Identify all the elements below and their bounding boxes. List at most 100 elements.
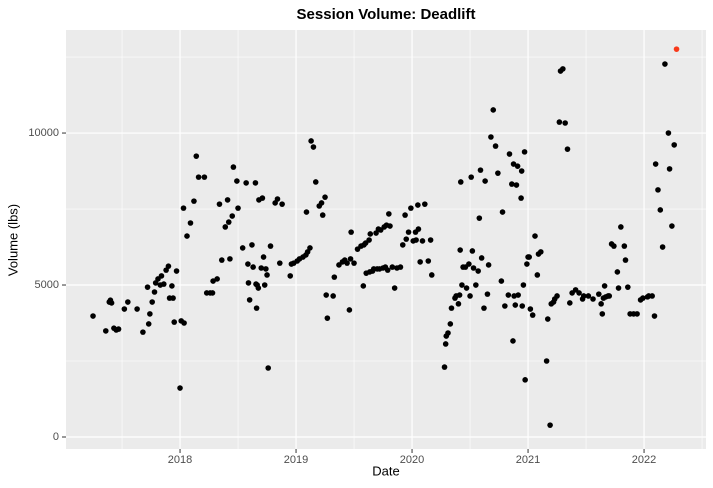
data-point [170,295,176,301]
data-point [515,292,521,298]
data-point [651,313,658,319]
data-point [265,365,271,371]
data-point [625,284,631,290]
data-point [485,262,492,268]
data-point [259,195,266,201]
data-point [599,311,606,317]
data-point [502,303,508,309]
chart-title: Session Volume: Deadlift [297,6,476,23]
data-point [402,212,408,218]
data-point [478,255,485,261]
data-point [611,243,617,249]
data-point [366,237,372,243]
data-point [391,285,398,291]
data-point [360,283,367,289]
x-tick-label: 2020 [400,454,424,466]
data-point [229,213,236,219]
data-point [318,200,325,206]
data-point [547,422,553,428]
data-point [267,243,274,249]
data-point [492,143,499,149]
data-point [145,321,152,327]
data-point [673,46,680,52]
data-point [165,263,172,269]
data-point [322,194,328,200]
data-point [560,66,566,72]
data-point [323,292,329,298]
data-point [457,247,463,253]
data-point [510,338,516,344]
plot-panel [66,30,706,449]
data-point [468,174,475,180]
data-point [564,146,571,152]
data-point [606,293,613,299]
data-point [521,149,528,155]
data-point [484,291,491,297]
data-point [245,280,252,286]
data-point [514,163,521,169]
data-point [413,237,419,243]
data-point [324,315,331,321]
data-point [140,329,146,335]
data-point [184,233,190,239]
data-point [177,385,183,391]
data-point [671,142,678,148]
data-point [427,237,434,243]
data-point [669,223,675,229]
data-point [216,201,223,207]
data-point [519,303,526,309]
data-point [649,293,655,299]
data-point [513,182,520,188]
data-point [276,260,283,266]
data-point [482,178,488,184]
data-point [526,254,533,260]
data-point [397,264,404,270]
data-point [445,330,451,336]
data-point [209,290,216,296]
data-point [274,196,281,202]
x-tick-label: 2021 [516,454,540,466]
data-point [466,261,472,267]
data-point [441,364,448,370]
data-point [250,264,256,270]
data-point [149,299,155,305]
data-point [534,272,541,278]
data-point [227,256,233,262]
data-point [180,205,187,211]
data-point [475,268,481,274]
data-point [144,284,151,290]
data-point [399,242,406,248]
data-point [312,179,319,185]
data-point [169,283,175,289]
data-point [598,301,604,307]
data-point [463,285,470,291]
data-point [490,107,497,113]
data-point [512,302,519,308]
data-point [529,312,536,318]
data-point [224,197,231,203]
data-point [428,272,435,278]
data-point [125,299,131,305]
data-point [245,261,251,267]
data-point [634,311,640,317]
data-point [102,328,109,334]
data-point [662,61,668,67]
data-point [191,198,197,204]
data-point [218,257,225,263]
data-point [659,244,666,250]
data-point [442,341,449,347]
data-point [261,282,268,288]
data-point [640,295,646,301]
data-point [252,180,259,186]
data-point [108,300,115,306]
data-point [222,224,229,230]
data-point [538,249,544,255]
y-tick-label: 10000 [28,127,59,139]
data-point [348,229,354,235]
data-point [253,305,260,311]
data-point [255,285,262,291]
data-point [655,187,661,193]
data-point [622,257,629,263]
data-point [621,243,628,249]
